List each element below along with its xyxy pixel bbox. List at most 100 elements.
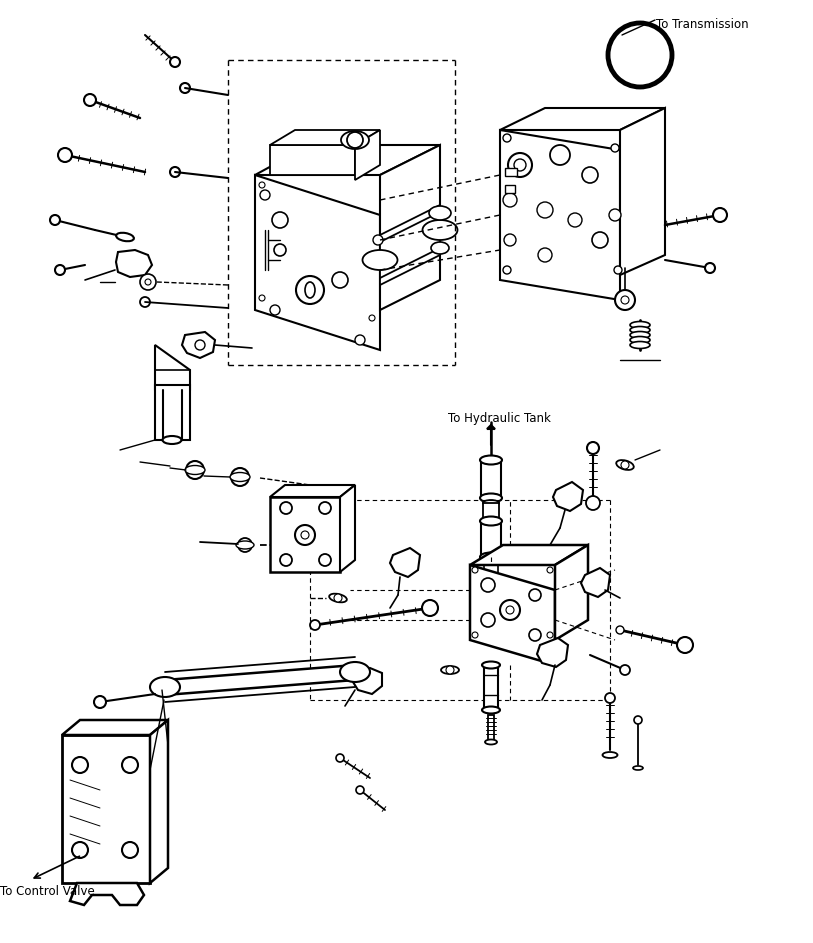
Circle shape [301, 531, 309, 539]
Circle shape [503, 134, 511, 142]
Circle shape [238, 538, 252, 552]
Circle shape [259, 182, 265, 188]
Circle shape [506, 606, 514, 614]
Circle shape [274, 244, 286, 256]
Circle shape [296, 276, 324, 304]
Ellipse shape [329, 594, 347, 603]
Circle shape [270, 305, 280, 315]
Polygon shape [581, 568, 610, 597]
Polygon shape [380, 205, 440, 285]
Ellipse shape [633, 766, 643, 770]
Circle shape [500, 600, 520, 620]
Ellipse shape [431, 242, 449, 254]
Circle shape [122, 842, 138, 858]
Circle shape [295, 525, 315, 545]
Polygon shape [537, 638, 568, 667]
Polygon shape [116, 250, 152, 277]
Circle shape [705, 263, 715, 273]
Ellipse shape [630, 322, 650, 328]
Ellipse shape [480, 553, 502, 561]
Circle shape [55, 265, 65, 275]
Ellipse shape [483, 500, 499, 506]
Ellipse shape [483, 518, 499, 524]
Ellipse shape [236, 541, 254, 549]
Circle shape [310, 620, 320, 630]
Text: To Control Valve: To Control Valve [0, 885, 95, 898]
Circle shape [145, 279, 151, 285]
Ellipse shape [616, 460, 634, 470]
Circle shape [586, 496, 600, 510]
Circle shape [529, 589, 541, 601]
Polygon shape [255, 145, 440, 175]
Circle shape [280, 502, 292, 514]
Ellipse shape [423, 220, 458, 240]
Circle shape [280, 554, 292, 566]
Circle shape [332, 272, 348, 288]
Circle shape [503, 193, 517, 207]
Circle shape [122, 757, 138, 773]
Circle shape [186, 461, 204, 479]
Ellipse shape [429, 206, 451, 220]
Polygon shape [500, 108, 665, 130]
Ellipse shape [480, 455, 502, 465]
Circle shape [272, 212, 288, 228]
Circle shape [319, 554, 331, 566]
Bar [481, 460, 501, 498]
Circle shape [422, 600, 438, 616]
Circle shape [94, 696, 106, 708]
Circle shape [504, 234, 516, 246]
Polygon shape [470, 545, 588, 565]
Bar [481, 521, 501, 557]
Ellipse shape [630, 332, 650, 339]
Circle shape [508, 153, 532, 177]
Circle shape [356, 786, 364, 794]
Circle shape [58, 148, 72, 162]
Circle shape [614, 266, 622, 274]
Ellipse shape [484, 558, 498, 564]
Polygon shape [380, 145, 440, 310]
Ellipse shape [185, 466, 205, 474]
Circle shape [611, 144, 619, 152]
Polygon shape [353, 668, 382, 694]
Circle shape [195, 340, 205, 350]
Circle shape [347, 132, 363, 148]
Circle shape [582, 167, 598, 183]
Circle shape [529, 629, 541, 641]
Polygon shape [487, 425, 495, 429]
Circle shape [547, 567, 553, 573]
Circle shape [472, 567, 478, 573]
Circle shape [369, 315, 375, 321]
Circle shape [550, 145, 570, 165]
Polygon shape [553, 482, 583, 511]
Circle shape [677, 637, 693, 653]
Ellipse shape [305, 282, 315, 298]
Circle shape [620, 665, 630, 675]
Circle shape [180, 83, 190, 93]
Polygon shape [340, 485, 355, 572]
Circle shape [514, 159, 526, 171]
Text: To Hydraulic Tank: To Hydraulic Tank [448, 412, 551, 425]
Polygon shape [150, 720, 168, 883]
Polygon shape [62, 720, 168, 735]
Circle shape [615, 290, 635, 310]
Polygon shape [70, 883, 144, 905]
Bar [488, 715, 494, 740]
Polygon shape [390, 548, 420, 577]
Ellipse shape [341, 131, 369, 149]
Ellipse shape [480, 517, 502, 525]
Circle shape [568, 213, 582, 227]
Polygon shape [255, 175, 380, 350]
Ellipse shape [630, 326, 650, 334]
Polygon shape [620, 108, 665, 275]
Bar [484, 665, 498, 710]
Ellipse shape [485, 739, 497, 745]
Circle shape [319, 502, 331, 514]
Circle shape [446, 666, 454, 674]
Ellipse shape [150, 677, 180, 697]
Text: To Transmission: To Transmission [656, 18, 749, 31]
Circle shape [140, 297, 150, 307]
Circle shape [84, 94, 96, 106]
Circle shape [634, 716, 642, 724]
Circle shape [472, 632, 478, 638]
Circle shape [538, 248, 552, 262]
